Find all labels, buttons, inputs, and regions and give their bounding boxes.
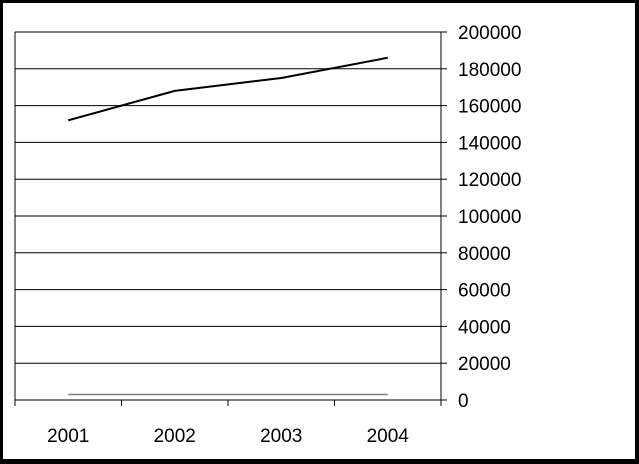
y-tick-label: 40000 [458, 317, 511, 338]
y-tick-label: 80000 [458, 244, 511, 265]
x-tick-label: 2001 [47, 426, 89, 447]
y-tick-labels: 0 20000 40000 60000 80000 100000 120000 140000 1… [458, 23, 521, 412]
chart-frame: 0 20000 40000 60000 80000 100000 120000 140000 1… [3, 3, 635, 459]
y-tick-label: 160000 [458, 97, 521, 118]
y-tick-label: 180000 [458, 60, 521, 81]
line-chart: 0 20000 40000 60000 80000 100000 120000 140000 1… [14, 23, 521, 447]
x-tick-label: 2002 [154, 426, 196, 447]
x-tick-label: 2003 [260, 426, 302, 447]
x-tick-labels: 2001 2002 2003 2004 [47, 426, 409, 447]
series-line-1 [67, 56, 388, 122]
x-tick-label: 2004 [367, 426, 410, 447]
axes [14, 31, 447, 406]
y-tick-label: 120000 [458, 170, 521, 191]
y-tick-label: 140000 [458, 133, 521, 154]
y-tick-label: 60000 [458, 281, 511, 302]
y-tick-label: 0 [458, 391, 469, 412]
y-tick-label: 200000 [458, 23, 521, 44]
gridlines [15, 31, 441, 364]
series [67, 56, 388, 396]
y-tick-label: 100000 [458, 207, 521, 228]
y-tick-label: 20000 [458, 354, 511, 375]
